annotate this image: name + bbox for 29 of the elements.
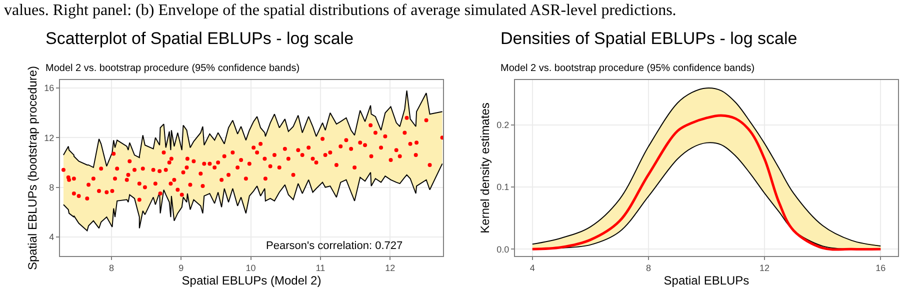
x-tick-label: 9 [178,262,184,273]
y-tick-label: 8 [49,182,54,192]
y-tick-label: 0.2 [496,120,510,130]
chart-title: Scatterplot of Spatial EBLUPs - log scale [46,29,354,48]
y-tick-label: 12 [44,132,54,143]
x-tick-label: 4 [530,262,535,273]
y-tick-label: 16 [44,83,54,94]
line-series [62,90,443,168]
x-axis-title: Spatial EBLUPs (Model 2) [182,274,322,288]
chart-title: Densities of Spatial EBLUPs - log scale [500,29,798,48]
x-axis-title: Spatial EBLUPs [664,274,750,288]
annotation: Pearson's correlation: 0.727 [266,240,403,252]
text: values. Right panel: (b) Envelope of the spatial distributions of average simulated ASR-level predictions. [4,1,678,21]
chart-subtitle: Model 2 vs. bootstrap procedure (95% confidence bands) [46,63,300,74]
x-tick-label: 16 [876,262,886,273]
x-tick-label: 12 [385,262,396,273]
chart-subtitle: Model 2 vs. bootstrap procedure (95% confidence bands) [500,63,755,74]
line-series [531,114,882,251]
line-series [62,163,443,232]
x-tick-label: 12 [760,262,770,273]
x-tick-label: 11 [316,262,326,273]
y-tick-label: 0.1 [496,182,510,192]
y-tick-label: 0.0 [496,244,510,254]
y-axis-title: Spatial EBLUPs (bootstrap procedure) [25,66,40,270]
x-tick-label: 10 [246,262,256,273]
y-axis-title: Kernel density estimates [478,102,492,234]
x-tick-label: 8 [109,262,114,273]
x-tick-label: 8 [646,262,651,273]
y-tick-label: 4 [49,232,54,242]
